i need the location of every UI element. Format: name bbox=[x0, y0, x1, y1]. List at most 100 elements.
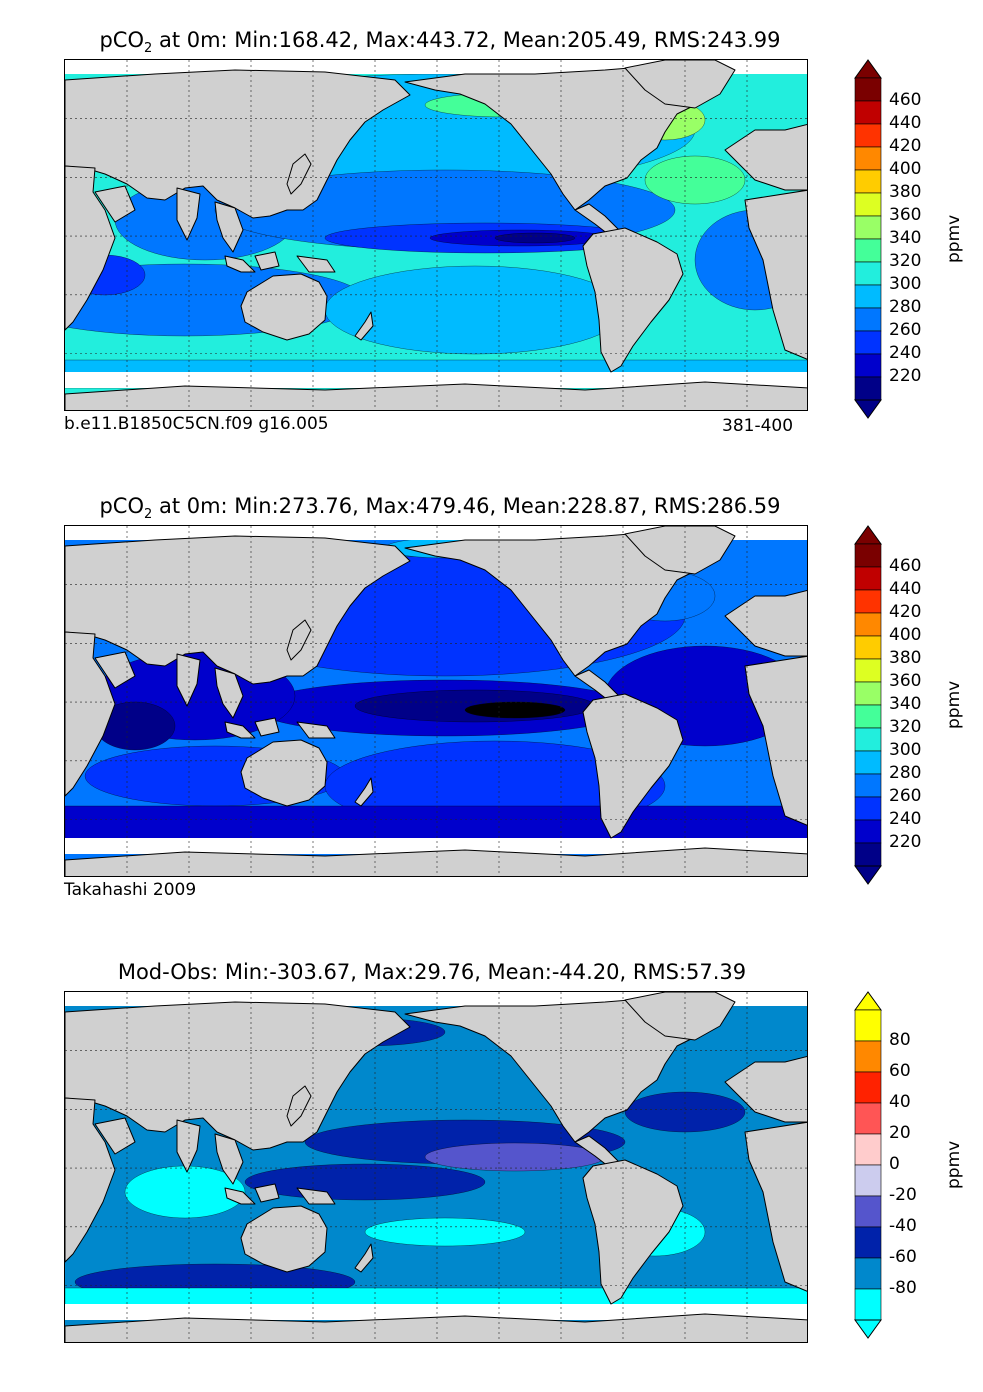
colorbar-tick-label: 300 bbox=[889, 274, 922, 294]
land-africa-east bbox=[744, 1121, 807, 1292]
colorbar-tick-label: 20 bbox=[889, 1123, 911, 1143]
graticule bbox=[65, 60, 807, 410]
no-data-band bbox=[65, 372, 807, 388]
colorbar-segment bbox=[854, 1195, 882, 1228]
map-frame bbox=[64, 991, 808, 1343]
panel-title: pCO2 at 0m: Min:168.42, Max:443.72, Mean… bbox=[99, 28, 781, 57]
land-eurasia bbox=[65, 535, 411, 685]
land-eurasia bbox=[65, 69, 411, 219]
land-new-zealand bbox=[354, 311, 374, 341]
colorbar-unit-label: ppmv bbox=[944, 1140, 964, 1189]
land bbox=[65, 60, 807, 410]
colorbar-segment bbox=[854, 566, 882, 591]
land-india bbox=[176, 653, 201, 707]
colorbar-unit-label: ppmv bbox=[944, 214, 964, 263]
colorbar-tick-label: -20 bbox=[889, 1185, 917, 1205]
land-indochina bbox=[214, 667, 244, 719]
no-data-band bbox=[65, 838, 807, 854]
land-europe-west bbox=[724, 123, 807, 191]
colorbar-svg bbox=[854, 59, 882, 419]
colorbar-segment bbox=[854, 261, 882, 286]
colorbar-segment bbox=[854, 819, 882, 844]
land-indonesia-2 bbox=[254, 251, 280, 271]
colorbar-extend-max bbox=[854, 991, 882, 1011]
colorbar-segment bbox=[854, 750, 882, 775]
colorbar-segment bbox=[854, 192, 882, 217]
land-greenland bbox=[624, 60, 736, 109]
land-india bbox=[176, 1119, 201, 1173]
panel-model: pCO2 at 0m: Min:168.42, Max:443.72, Mean… bbox=[0, 0, 983, 460]
land-south-america bbox=[582, 693, 684, 839]
land-indonesia-1 bbox=[224, 255, 256, 273]
land-eurasia bbox=[65, 1001, 411, 1151]
land-indochina bbox=[214, 1133, 244, 1185]
colorbar-segment bbox=[854, 612, 882, 637]
land-japan bbox=[286, 153, 312, 195]
colorbar-segment bbox=[854, 1288, 882, 1321]
contour-region bbox=[324, 265, 626, 355]
colorbar-svg bbox=[854, 991, 882, 1339]
land-africa bbox=[65, 631, 116, 797]
colorbar-tick-label: 440 bbox=[889, 113, 922, 133]
graticule bbox=[65, 992, 807, 1342]
land-south-america bbox=[582, 227, 684, 373]
caption-left: Takahashi 2009 bbox=[64, 880, 197, 900]
colorbar-svg bbox=[854, 525, 882, 885]
colorbar-tick-label: 80 bbox=[889, 1030, 911, 1050]
colorbar-tick-label: 320 bbox=[889, 717, 922, 737]
panel-title: pCO2 at 0m: Min:273.76, Max:479.46, Mean… bbox=[99, 494, 781, 523]
colorbar-segment bbox=[854, 146, 882, 171]
colorbar-segment bbox=[854, 100, 882, 125]
contour-region bbox=[244, 1163, 486, 1201]
contour-region bbox=[424, 1142, 606, 1172]
land-new-guinea bbox=[296, 1187, 336, 1205]
colorbar-tick-label: 460 bbox=[889, 556, 922, 576]
colorbar-tick-label: 420 bbox=[889, 136, 922, 156]
colorbar-tick-label: 380 bbox=[889, 648, 922, 668]
colorbar-segment bbox=[854, 123, 882, 148]
land-africa-east bbox=[744, 189, 807, 360]
land-new-zealand bbox=[354, 777, 374, 807]
colorbar-segment bbox=[854, 1009, 882, 1042]
land-antarctica bbox=[65, 1313, 807, 1342]
colorbar-segment bbox=[854, 658, 882, 683]
land-south-america bbox=[582, 1159, 684, 1305]
land-japan bbox=[286, 619, 312, 661]
land-africa bbox=[65, 1097, 116, 1263]
contour-region bbox=[464, 701, 566, 719]
colorbar-unit-label: ppmv bbox=[944, 680, 964, 729]
panel-title: Mod-Obs: Min:-303.67, Max:29.76, Mean:-4… bbox=[117, 960, 747, 984]
colorbar-segment bbox=[854, 330, 882, 355]
land-arabia bbox=[94, 651, 136, 689]
colorbar-segment bbox=[854, 842, 882, 867]
colorbar bbox=[854, 525, 882, 885]
colorbar-segment bbox=[854, 284, 882, 309]
colorbar-tick-label: 340 bbox=[889, 694, 922, 714]
land-arabia bbox=[94, 185, 136, 223]
colorbar-tick-label: 340 bbox=[889, 228, 922, 248]
contour-region bbox=[364, 1217, 526, 1247]
land-europe-west bbox=[724, 589, 807, 657]
colorbar-segment bbox=[854, 353, 882, 378]
colorbar-tick-label: 460 bbox=[889, 90, 922, 110]
contour-region bbox=[644, 155, 746, 205]
colorbar-extend-min bbox=[854, 1319, 882, 1339]
land-indonesia-2 bbox=[254, 1183, 280, 1203]
colorbar-segment bbox=[854, 376, 882, 401]
land-arabia bbox=[94, 1117, 136, 1155]
contour-region bbox=[494, 232, 576, 244]
land-africa-east bbox=[744, 655, 807, 826]
land-new-guinea bbox=[296, 255, 336, 273]
colorbar-segment bbox=[854, 1257, 882, 1290]
colorbar-segment bbox=[854, 238, 882, 263]
land-new-guinea bbox=[296, 721, 336, 739]
land-greenland bbox=[624, 526, 736, 575]
land-africa bbox=[65, 165, 116, 331]
colorbar-segment bbox=[854, 543, 882, 568]
colorbar-segment bbox=[854, 589, 882, 614]
colorbar-segment bbox=[854, 1102, 882, 1135]
graticule bbox=[65, 526, 807, 876]
colorbar-tick-label: 320 bbox=[889, 251, 922, 271]
colorbar-tick-label: 400 bbox=[889, 625, 922, 645]
land bbox=[65, 526, 807, 876]
